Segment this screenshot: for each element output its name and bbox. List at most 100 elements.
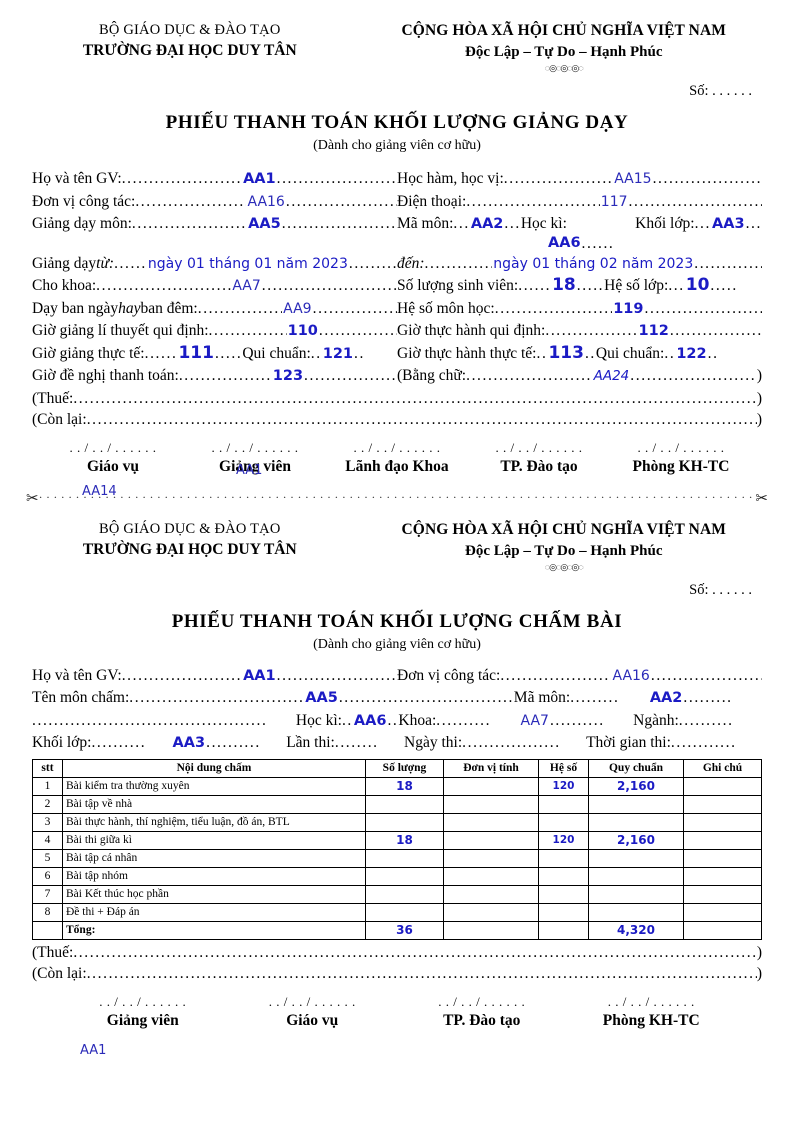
value-semester-2[interactable]: AA6 [353, 712, 387, 729]
table-row[interactable]: 4 Bài thi giữa kì 18 120 2,160 [32, 830, 762, 850]
value-faculty-2[interactable]: AA7 [520, 712, 549, 729]
value-class-coefficient[interactable]: 10 [685, 275, 710, 295]
label-subject-code-1: Mã môn: [397, 215, 454, 232]
value-payable-hours[interactable]: 123 [272, 368, 304, 384]
paren-close-remaining-2: ) [756, 964, 762, 982]
value-standard-1[interactable]: 121 [322, 345, 354, 362]
cell-unit[interactable] [443, 794, 539, 814]
cell-note[interactable] [683, 794, 762, 814]
ornament-divider-icon: ◌◎◌◎◌◎◌ [544, 562, 584, 572]
value-day-night[interactable]: AA9 [283, 300, 312, 317]
table-row[interactable]: 8 Đề thi + Đáp án [32, 902, 762, 922]
value-subject-1[interactable]: AA5 [248, 216, 281, 232]
table-row[interactable]: 5 Bài tập cá nhân [32, 848, 762, 868]
cell-note[interactable] [683, 884, 762, 904]
table-row[interactable]: 7 Bài Kết thúc học phần [32, 884, 762, 904]
cell-standard[interactable] [588, 812, 684, 832]
value-semester-1[interactable]: AA6 [548, 234, 581, 251]
value-theory-required[interactable]: 110 [287, 323, 318, 339]
cell-coef[interactable] [538, 902, 589, 922]
cell-coef[interactable] [538, 884, 589, 904]
cell-note[interactable] [683, 866, 762, 886]
cell-standard[interactable] [588, 884, 684, 904]
cell-note[interactable] [683, 776, 762, 796]
value-teach-to[interactable]: ngày 01 tháng 02 năm 2023 [493, 255, 694, 272]
annotation-aa14[interactable]: AA14 [82, 484, 117, 499]
cell-standard[interactable]: 2,160 [588, 776, 684, 796]
value-practice-required[interactable]: 112 [638, 323, 669, 339]
dot-leader: ........................................… [650, 666, 762, 684]
cell-stt: 7 [32, 884, 63, 904]
dot-leader: .......... [436, 711, 492, 729]
cell-standard[interactable]: 2,160 [588, 830, 684, 850]
value-work-unit-1[interactable]: AA16 [247, 193, 285, 210]
annotation-aa1-2[interactable]: AA1 [80, 1043, 107, 1058]
signature-role: Giáo vụ [286, 1011, 339, 1029]
table-row[interactable]: 3 Bài thực hành, thí nghiệm, tiểu luận, … [32, 812, 762, 832]
cell-note[interactable] [683, 830, 762, 850]
cell-coef[interactable] [538, 812, 589, 832]
cell-coef[interactable] [538, 866, 589, 886]
dot-leader: ........................................… [466, 192, 599, 210]
dot-leader: ..... [214, 344, 243, 362]
value-theory-actual[interactable]: 111 [178, 342, 214, 363]
table-row[interactable]: 6 Bài tập nhóm [32, 866, 762, 886]
dot-leader: ........................................… [318, 322, 397, 339]
cell-coef[interactable] [538, 848, 589, 868]
value-name-2[interactable]: AA1 [243, 667, 276, 684]
signature-date: . . / . . / . . . . . . [211, 439, 299, 455]
value-standard-2[interactable]: 122 [676, 345, 707, 362]
dot-leader: ........................................… [628, 192, 762, 210]
cell-unit[interactable] [443, 830, 539, 850]
cell-quantity[interactable]: 18 [365, 830, 444, 850]
value-teach-from[interactable]: ngày 01 tháng 01 năm 2023 [147, 255, 348, 272]
scissors-left-icon: ✂ [26, 490, 39, 507]
cell-standard[interactable] [588, 848, 684, 868]
cell-note[interactable] [683, 812, 762, 832]
value-class-level-1[interactable]: AA3 [712, 216, 745, 232]
cell-coef[interactable]: 120 [538, 830, 589, 850]
cell-unit[interactable] [443, 866, 539, 886]
cell-unit[interactable] [443, 902, 539, 922]
letterhead-right-2: CỘNG HÒA XÃ HỘI CHỦ NGHĨA VIỆT NAM Độc L… [352, 521, 776, 572]
value-work-unit-2[interactable]: AA16 [612, 667, 650, 684]
cell-quantity[interactable] [365, 902, 444, 922]
th-standard: Quy chuẩn [588, 758, 684, 778]
value-academic-title[interactable]: AA15 [614, 171, 652, 187]
dot-leader: .. [387, 711, 399, 729]
value-subject-code-1[interactable]: AA2 [470, 216, 504, 232]
value-faculty-1[interactable]: AA7 [232, 278, 261, 294]
cell-quantity[interactable] [365, 812, 444, 832]
cell-standard[interactable] [588, 866, 684, 886]
value-graded-subject[interactable]: AA5 [305, 690, 338, 706]
cell-note[interactable] [683, 848, 762, 868]
table-row[interactable]: 1 Bài kiểm tra thường xuyên 18 120 2,160 [32, 776, 762, 796]
cell-quantity[interactable] [365, 794, 444, 814]
cell-standard[interactable] [588, 794, 684, 814]
cell-note[interactable] [683, 902, 762, 922]
cell-coef[interactable] [538, 794, 589, 814]
cell-unit[interactable] [443, 812, 539, 832]
cell-quantity[interactable]: 18 [365, 776, 444, 796]
cell-coef[interactable]: 120 [538, 776, 589, 796]
table-row[interactable]: 2 Bài tập về nhà [32, 794, 762, 814]
value-subject-coefficient[interactable]: 119 [613, 300, 644, 317]
value-name-1[interactable]: AA1 [243, 171, 276, 187]
cell-standard[interactable] [588, 902, 684, 922]
country-name: CỘNG HÒA XÃ HỘI CHỦ NGHĨA VIỆT NAM [401, 22, 726, 39]
form-subtitle-2: (Dành cho giảng viên cơ hữu) [313, 636, 481, 652]
cell-quantity[interactable] [365, 848, 444, 868]
cell-quantity[interactable] [365, 866, 444, 886]
cell-unit[interactable] [443, 848, 539, 868]
value-subject-code-2[interactable]: AA2 [649, 690, 683, 706]
value-practice-actual[interactable]: 113 [548, 342, 584, 363]
annotation-aa1-1[interactable]: AA1 [236, 463, 263, 478]
cell-unit[interactable] [443, 884, 539, 904]
cut-dotted-line: ········································… [38, 489, 756, 504]
value-student-count[interactable]: 18 [552, 275, 576, 295]
cell-quantity[interactable] [365, 884, 444, 904]
value-amount-in-words[interactable]: AA24 [593, 368, 630, 384]
value-class-level-2[interactable]: AA3 [172, 735, 206, 751]
value-phone[interactable]: 117 [600, 193, 628, 210]
cell-unit[interactable] [443, 776, 539, 796]
